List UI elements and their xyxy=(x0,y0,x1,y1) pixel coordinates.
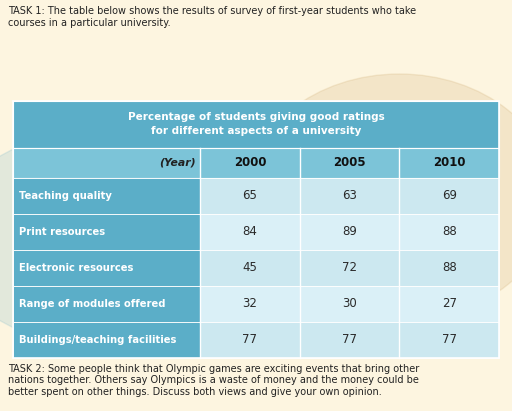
FancyBboxPatch shape xyxy=(13,101,499,148)
Text: 27: 27 xyxy=(442,297,457,310)
FancyBboxPatch shape xyxy=(13,249,200,286)
FancyBboxPatch shape xyxy=(13,286,200,321)
FancyBboxPatch shape xyxy=(13,321,200,358)
Text: Electronic resources: Electronic resources xyxy=(19,263,133,272)
Text: 69: 69 xyxy=(442,189,457,202)
Text: Range of modules offered: Range of modules offered xyxy=(19,298,165,309)
Text: Percentage of students giving good ratings
for different aspects of a university: Percentage of students giving good ratin… xyxy=(127,112,385,136)
Text: 89: 89 xyxy=(342,225,357,238)
FancyBboxPatch shape xyxy=(399,321,499,358)
Text: 63: 63 xyxy=(342,189,357,202)
FancyBboxPatch shape xyxy=(13,214,200,249)
Text: Teaching quality: Teaching quality xyxy=(19,191,112,201)
FancyBboxPatch shape xyxy=(300,178,399,214)
Text: (Year): (Year) xyxy=(159,158,196,168)
FancyBboxPatch shape xyxy=(200,321,300,358)
Text: TASK 1: The table below shows the results of survey of first-year students who t: TASK 1: The table below shows the result… xyxy=(8,6,416,28)
Text: 45: 45 xyxy=(243,261,258,274)
FancyBboxPatch shape xyxy=(13,148,499,178)
Text: 77: 77 xyxy=(342,333,357,346)
Text: 77: 77 xyxy=(242,333,258,346)
Text: 65: 65 xyxy=(243,189,258,202)
Text: 88: 88 xyxy=(442,225,457,238)
FancyBboxPatch shape xyxy=(13,178,200,214)
FancyBboxPatch shape xyxy=(200,178,300,214)
Text: Buildings/teaching facilities: Buildings/teaching facilities xyxy=(19,335,176,344)
FancyBboxPatch shape xyxy=(200,249,300,286)
Circle shape xyxy=(246,74,512,321)
FancyBboxPatch shape xyxy=(300,214,399,249)
Text: TASK 2: Some people think that Olympic games are exciting events that bring othe: TASK 2: Some people think that Olympic g… xyxy=(8,364,419,397)
Text: 2000: 2000 xyxy=(233,156,266,169)
Text: 88: 88 xyxy=(442,261,457,274)
Text: 30: 30 xyxy=(342,297,357,310)
Text: 77: 77 xyxy=(442,333,457,346)
FancyBboxPatch shape xyxy=(200,214,300,249)
FancyBboxPatch shape xyxy=(300,249,399,286)
Text: 32: 32 xyxy=(243,297,258,310)
Circle shape xyxy=(0,136,205,341)
Text: Print resources: Print resources xyxy=(19,226,105,237)
Text: 84: 84 xyxy=(243,225,258,238)
FancyBboxPatch shape xyxy=(399,214,499,249)
FancyBboxPatch shape xyxy=(200,286,300,321)
Text: 2010: 2010 xyxy=(433,156,465,169)
FancyBboxPatch shape xyxy=(300,321,399,358)
FancyBboxPatch shape xyxy=(399,178,499,214)
FancyBboxPatch shape xyxy=(399,286,499,321)
Text: 2005: 2005 xyxy=(333,156,366,169)
FancyBboxPatch shape xyxy=(300,286,399,321)
Text: 72: 72 xyxy=(342,261,357,274)
FancyBboxPatch shape xyxy=(399,249,499,286)
